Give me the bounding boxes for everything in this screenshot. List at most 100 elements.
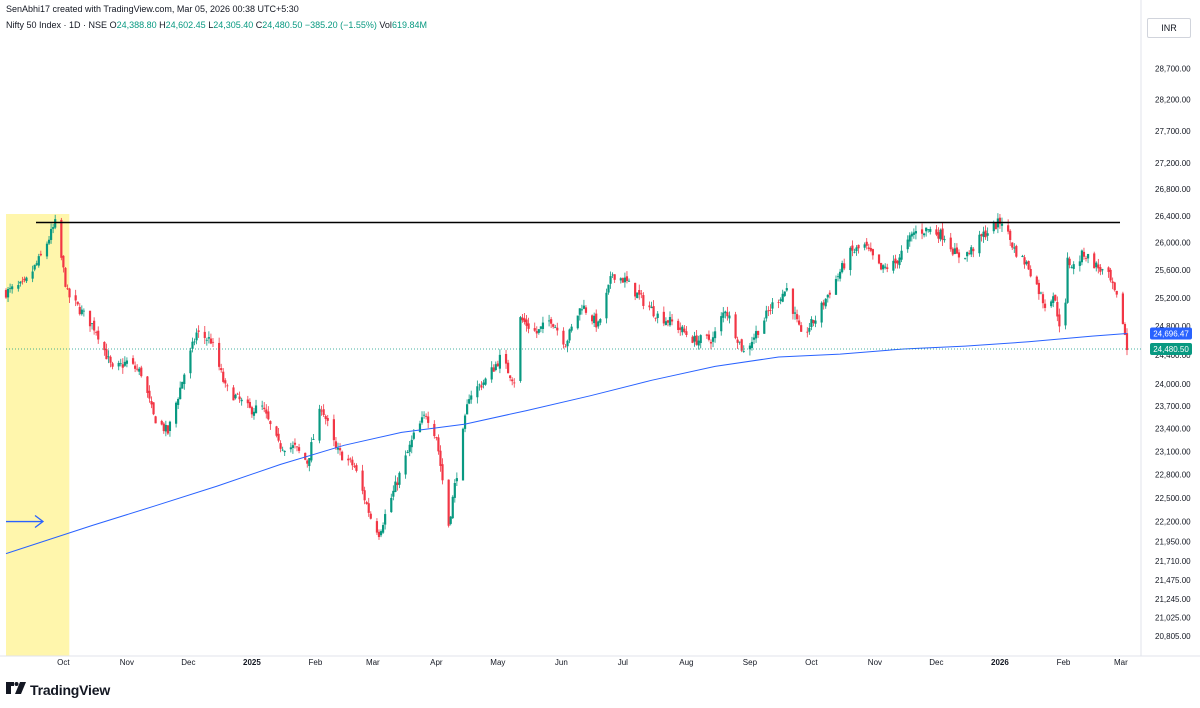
time-tick-label: Oct: [805, 658, 818, 667]
candle-body: [539, 326, 542, 329]
candle-body: [490, 367, 493, 380]
candle-body: [1113, 282, 1116, 291]
candle-body: [570, 326, 573, 331]
candle-body: [1021, 255, 1024, 257]
candle-body: [638, 290, 641, 295]
candle-body: [234, 394, 237, 399]
price-tick-label: 22,800.00: [1155, 470, 1191, 479]
candle-body: [293, 442, 297, 445]
candle-body: [1043, 303, 1047, 308]
candle-body: [853, 251, 856, 253]
candle-body: [605, 292, 608, 319]
moving-average-line: [5, 333, 1128, 555]
time-tick-label: Nov: [868, 658, 882, 667]
candle-body: [291, 445, 295, 448]
candle-body: [738, 341, 741, 343]
candle-body: [920, 229, 924, 234]
candle-body: [224, 380, 227, 384]
candle-body: [736, 339, 739, 343]
price-tick-label: 26,800.00: [1155, 185, 1191, 194]
arrow-annotation[interactable]: [6, 515, 45, 529]
candle-body: [310, 442, 313, 461]
candle-body: [769, 309, 772, 311]
candle-body: [576, 315, 579, 329]
time-axis[interactable]: Oct Nov Dec 2025 Feb Mar Apr May Jun Jul Aug Sep Oct…: [57, 658, 1128, 667]
candle-body: [420, 417, 424, 423]
candle-body: [160, 420, 163, 425]
candle-body: [994, 222, 997, 230]
candle-body: [103, 341, 106, 351]
candle-body: [713, 331, 717, 339]
arrow-head-icon: [34, 515, 45, 529]
candle-body: [750, 341, 754, 349]
candle-body: [189, 350, 192, 374]
time-tick-label: Feb: [1057, 658, 1071, 667]
price-labels: 24,696.47 24,480.50: [1150, 327, 1192, 355]
candle-body: [1072, 264, 1075, 269]
candle-body: [197, 330, 200, 332]
candle-body: [168, 421, 172, 431]
candle-body: [494, 364, 497, 370]
time-tick-label: May: [490, 658, 505, 667]
symbol-title[interactable]: Nifty 50 Index · 1D · NSE: [6, 20, 108, 30]
candle-body: [754, 331, 758, 339]
candle-body: [166, 425, 169, 434]
candle-body: [914, 231, 918, 234]
candle-body: [121, 364, 124, 368]
candle-body: [109, 356, 112, 363]
price-axis[interactable]: 28,700.00 28,200.00 27,700.00 27,200.00 26,8…: [1155, 64, 1191, 641]
candle-body: [365, 502, 368, 504]
candle-body: [336, 447, 340, 450]
price-tick-label: 27,700.00: [1155, 127, 1191, 136]
candle-body: [1027, 261, 1030, 270]
time-tick-label: Mar: [366, 658, 380, 667]
chart-credit: SenAbhi17 created with TradingView.com, …: [6, 4, 299, 14]
candle-body: [894, 258, 897, 264]
candle-body: [406, 451, 409, 454]
currency-button[interactable]: INR: [1147, 18, 1191, 38]
time-tick-label: Aug: [679, 658, 693, 667]
candle-body: [80, 309, 83, 315]
candle-body: [279, 443, 282, 449]
candle-body: [361, 470, 364, 491]
candle-body: [523, 318, 526, 323]
candle-body: [613, 274, 616, 280]
candle-body: [670, 319, 674, 322]
candle-body: [697, 340, 700, 346]
candle-body: [195, 332, 198, 341]
candle-body: [591, 315, 594, 322]
candle-body: [19, 281, 22, 284]
candle-body: [326, 418, 329, 421]
candle-body: [47, 239, 51, 244]
candle-body: [843, 263, 846, 269]
candle-body: [427, 416, 430, 423]
candle-body: [533, 328, 536, 331]
candle-body: [267, 411, 270, 420]
candle-body: [45, 243, 49, 257]
time-tick-label: Jun: [555, 658, 568, 667]
candle-body: [912, 232, 915, 235]
time-tick-label: Mar: [1114, 658, 1128, 667]
price-label-box: [1150, 342, 1192, 355]
candle-body: [277, 433, 280, 441]
high-label: H: [159, 20, 166, 30]
candle-body: [527, 323, 530, 329]
candle-body: [1121, 293, 1125, 325]
candle-body: [800, 325, 803, 332]
candle-body: [138, 368, 141, 372]
candle-body: [140, 367, 143, 377]
candle-body: [722, 312, 725, 318]
candle-body: [218, 342, 221, 367]
candle-body: [107, 356, 110, 358]
candle-body: [1025, 261, 1028, 264]
candle-body: [535, 331, 538, 334]
candle-body: [1056, 301, 1059, 317]
candle-body: [466, 404, 469, 415]
candle-body: [1068, 258, 1071, 266]
candle-body: [54, 219, 57, 228]
candle-body: [312, 438, 315, 440]
candle-body: [547, 320, 551, 322]
price-tick-label: 23,700.00: [1155, 402, 1191, 411]
candle-body: [836, 276, 840, 278]
